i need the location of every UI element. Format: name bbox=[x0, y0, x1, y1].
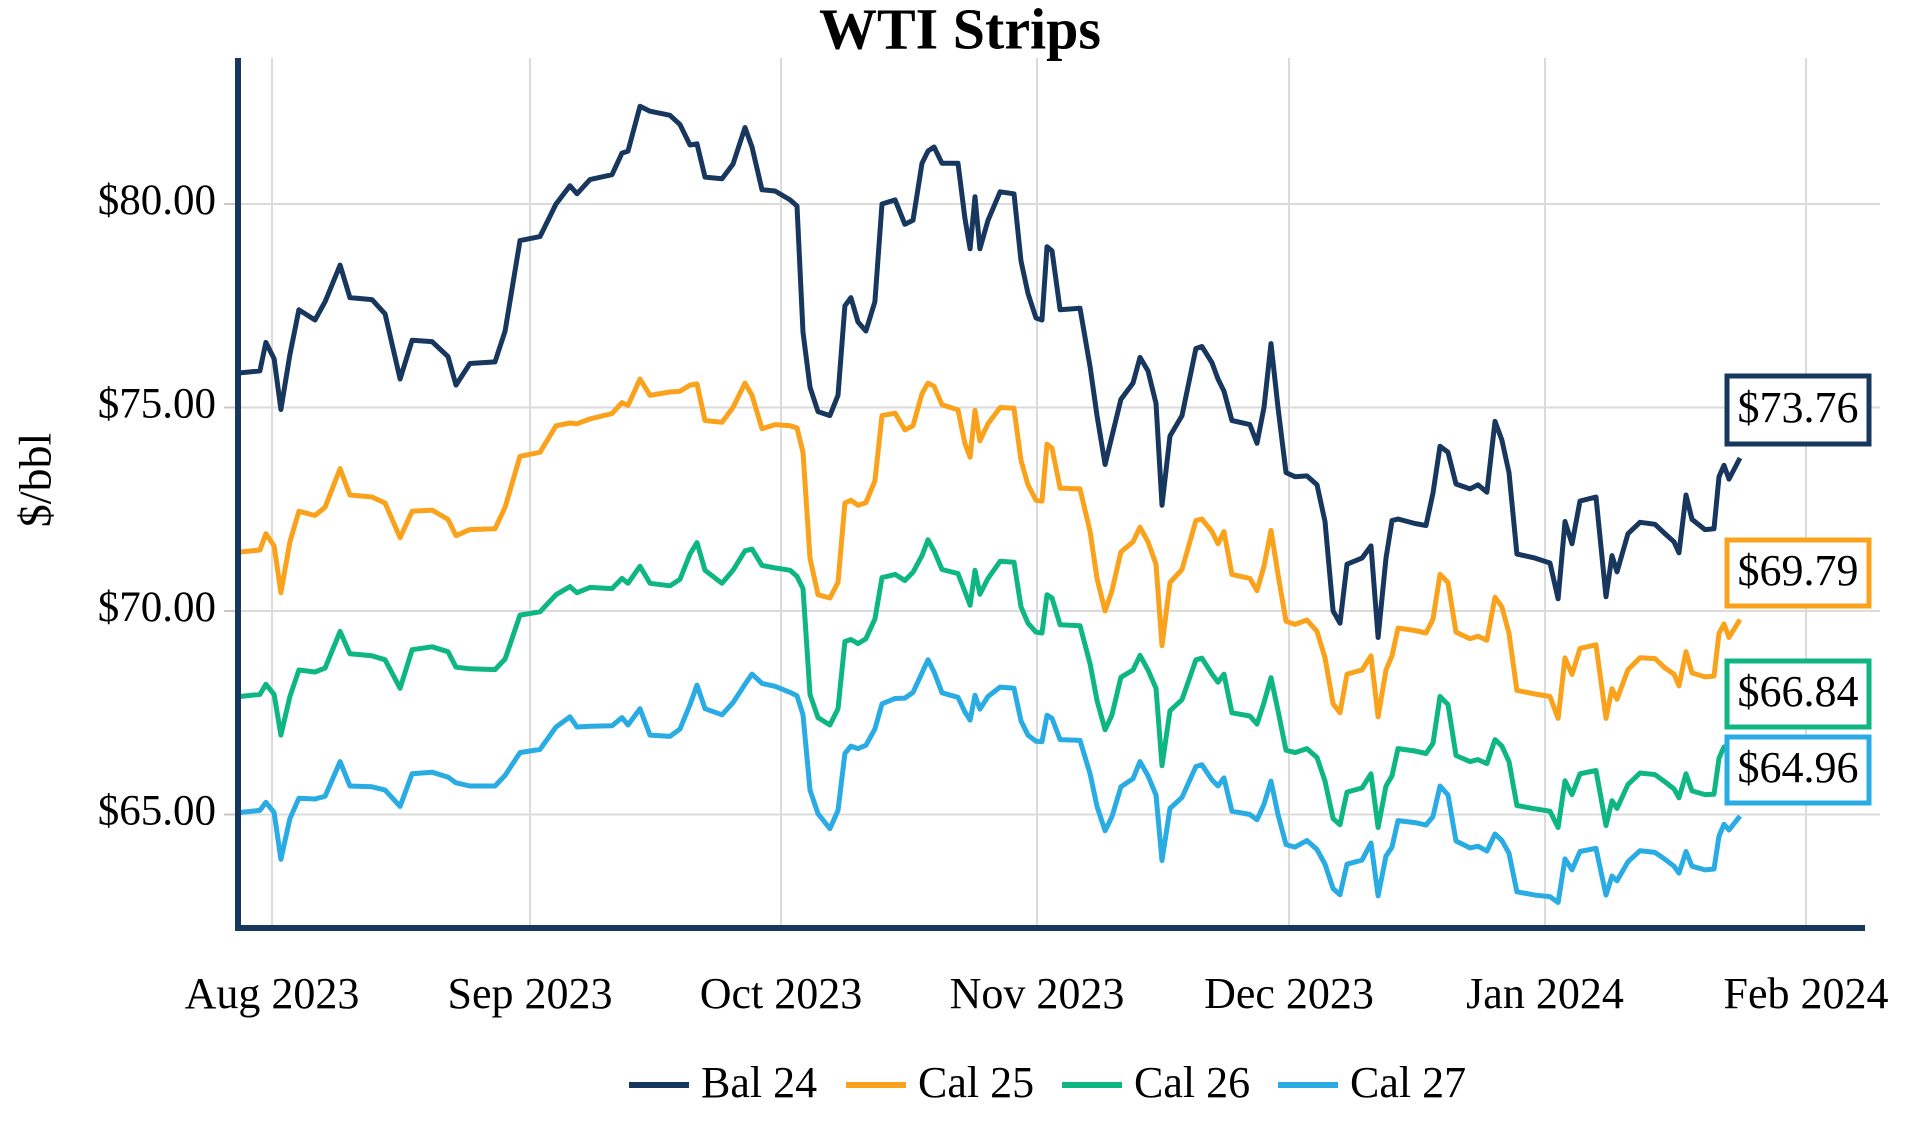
series-line-cal-26 bbox=[239, 537, 1742, 830]
end-label-cal-25: $69.79 bbox=[1724, 537, 1872, 609]
svg-text:Cal 27: Cal 27 bbox=[1350, 1058, 1466, 1107]
x-tick-sep-2023: Sep 2023 bbox=[448, 969, 613, 1018]
end-value-labels: $73.76 $69.79 $66.84 $64.96 bbox=[1724, 373, 1872, 806]
svg-text:$73.76: $73.76 bbox=[1738, 383, 1859, 432]
series-line-cal-25 bbox=[239, 376, 1743, 721]
end-label-cal-27: $64.96 bbox=[1724, 734, 1872, 806]
svg-text:$64.96: $64.96 bbox=[1738, 743, 1859, 792]
y-tick-labels: $80.00 $75.00 $70.00 $65.00 bbox=[98, 177, 216, 835]
svg-text:Cal 25: Cal 25 bbox=[918, 1058, 1034, 1107]
x-tick-jan-2024: Jan 2024 bbox=[1466, 969, 1624, 1018]
vertical-gridlines bbox=[271, 58, 1807, 925]
svg-text:$69.79: $69.79 bbox=[1738, 546, 1859, 595]
end-label-bal-24: $73.76 bbox=[1724, 373, 1872, 447]
legend-item-cal-25: Cal 25 bbox=[846, 1058, 1034, 1107]
series-lines bbox=[239, 103, 1743, 905]
svg-text:$66.84: $66.84 bbox=[1738, 667, 1859, 716]
x-tick-feb-2024: Feb 2024 bbox=[1724, 969, 1889, 1018]
y-tick-70: $70.00 bbox=[98, 584, 216, 631]
svg-text:Bal 24: Bal 24 bbox=[701, 1058, 817, 1107]
x-tick-oct-2023: Oct 2023 bbox=[700, 969, 863, 1018]
y-tick-75: $75.00 bbox=[98, 380, 216, 427]
x-tick-nov-2023: Nov 2023 bbox=[950, 969, 1125, 1018]
svg-text:Cal 26: Cal 26 bbox=[1134, 1058, 1250, 1107]
x-tick-labels: Aug 2023 Sep 2023 Oct 2023 Nov 2023 Dec … bbox=[185, 969, 1889, 1018]
series-line-cal-27 bbox=[239, 657, 1742, 905]
y-tick-80: $80.00 bbox=[98, 177, 216, 224]
chart-title: WTI Strips bbox=[819, 0, 1101, 61]
y-axis-label: $/bbl bbox=[10, 433, 61, 528]
x-tick-aug-2023: Aug 2023 bbox=[185, 969, 360, 1018]
x-tick-dec-2023: Dec 2023 bbox=[1204, 969, 1374, 1018]
axis-spines bbox=[235, 58, 1865, 931]
legend-item-cal-26: Cal 26 bbox=[1062, 1058, 1250, 1107]
y-tick-65: $65.00 bbox=[98, 787, 216, 834]
series-line-bal-24 bbox=[239, 103, 1743, 640]
legend-item-cal-27: Cal 27 bbox=[1278, 1058, 1466, 1107]
legend-item-bal-24: Bal 24 bbox=[629, 1058, 817, 1107]
end-label-cal-26: $66.84 bbox=[1724, 658, 1872, 730]
legend: Bal 24 Cal 25 Cal 26 Cal 27 bbox=[629, 1058, 1466, 1107]
